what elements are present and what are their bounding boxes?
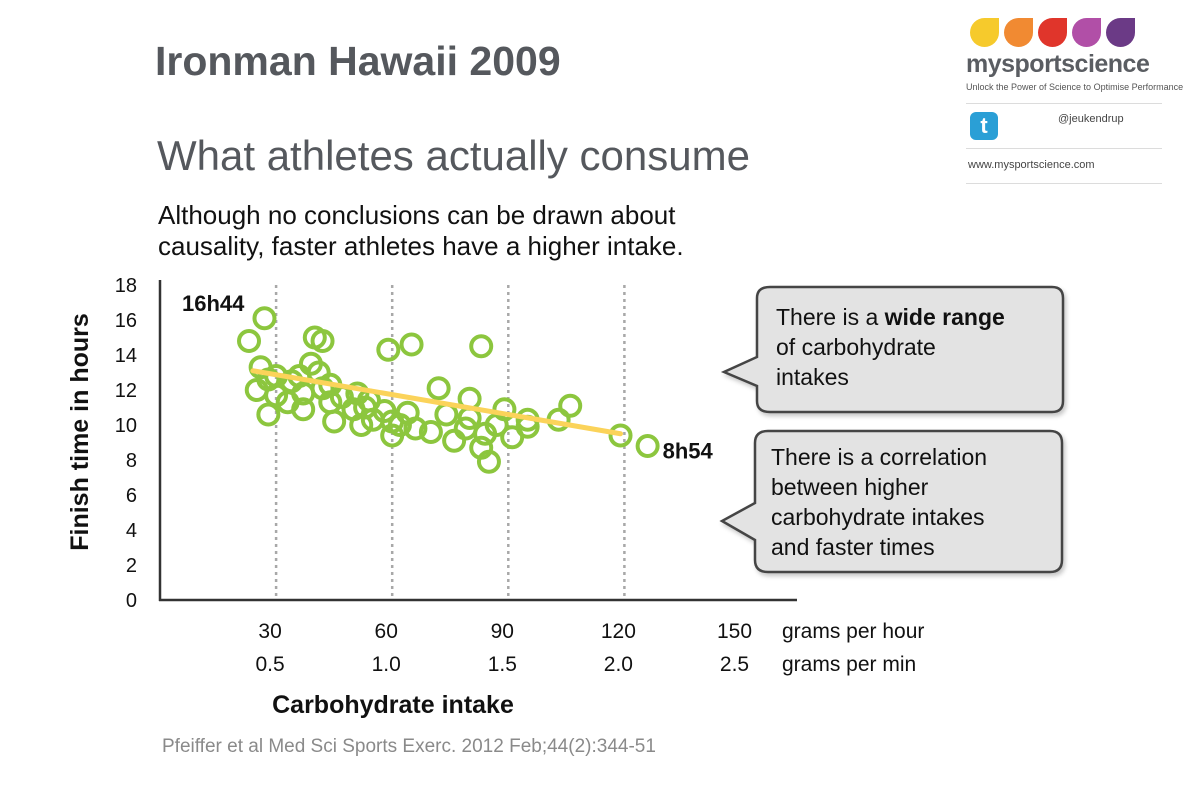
y-tick-label: 16 — [115, 310, 137, 332]
data-point — [237, 329, 262, 353]
callout-range-prefix: There is a — [776, 304, 885, 330]
data-point — [635, 434, 660, 458]
callout-correlation-bubble — [719, 429, 1064, 574]
intro-line-2: causality, faster athletes have a higher… — [158, 231, 684, 261]
page-subtitle: What athletes actually consume — [157, 132, 750, 179]
trendline — [250, 368, 624, 437]
x-tick-label-secondary: 0.5 — [255, 653, 284, 676]
data-point — [256, 402, 281, 427]
page-title: Ironman Hawaii 2009 — [155, 38, 561, 84]
logo-drop-orange — [1004, 18, 1033, 47]
brand-divider — [966, 103, 1162, 104]
data-point — [426, 376, 451, 401]
data-point — [310, 329, 335, 353]
logo-drop-violet — [1106, 18, 1135, 47]
twitter-handle[interactable]: @jeukendrup — [1058, 113, 1124, 125]
twitter-icon[interactable]: t — [970, 112, 998, 140]
y-tick-label: 2 — [126, 555, 137, 577]
data-point — [399, 332, 424, 357]
brand-tagline: Unlock the Power of Science to Optimise … — [966, 82, 1184, 92]
data-point — [492, 397, 517, 422]
source-citation: Pfeiffer et al Med Sci Sports Exerc. 201… — [162, 736, 656, 757]
data-point — [291, 397, 316, 422]
y-tick-label: 8 — [126, 450, 137, 472]
x-unit-label: grams per hour — [782, 620, 924, 643]
logo-drop-yellow — [970, 18, 999, 47]
callout-corr-line-1: There is a correlation — [771, 444, 988, 470]
y-tick-label: 10 — [115, 415, 137, 437]
data-point — [418, 420, 443, 444]
y-tick-label: 6 — [126, 485, 137, 507]
x-tick-label-secondary: 1.0 — [372, 653, 401, 676]
y-tick-label: 18 — [115, 275, 137, 297]
y-axis-title: Finish time in hours — [66, 313, 94, 551]
data-point — [476, 449, 501, 474]
brand-block: mysportscience Unlock the Power of Scien… — [966, 18, 1184, 184]
data-point — [376, 337, 401, 362]
point-annotation: 16h44 — [182, 291, 245, 316]
trendline-layer — [250, 368, 624, 437]
x-tick-label: 120 — [601, 620, 636, 643]
callout-range-bubble — [720, 285, 1065, 414]
y-tick-label: 14 — [115, 345, 137, 367]
brand-logo — [970, 18, 1162, 47]
callout-wide-range: There is a wide range of carbohydrate in… — [756, 287, 1063, 413]
callout-corr-line-2: between higher — [771, 474, 929, 500]
brand-divider — [966, 183, 1162, 184]
callout-range-bold: wide range — [884, 304, 1005, 330]
logo-drop-purple — [1072, 18, 1101, 47]
x-tick-label: 150 — [717, 620, 752, 643]
y-tick-label: 0 — [126, 590, 137, 612]
point-annotation: 8h54 — [663, 438, 714, 463]
callout-range-line-3: intakes — [776, 364, 849, 390]
callout-corr-line-3: carbohydrate intakes — [771, 504, 985, 530]
data-points — [237, 306, 660, 474]
y-tick-label: 12 — [115, 380, 137, 402]
data-point — [469, 334, 494, 359]
x-unit-label-secondary: grams per min — [782, 653, 916, 676]
data-point — [252, 306, 277, 331]
x-axis-title: Carbohydrate intake — [272, 691, 514, 719]
callout-range-line-2: of carbohydrate — [776, 334, 936, 360]
y-tick-label: 4 — [126, 520, 137, 542]
data-point — [322, 409, 347, 434]
data-point — [558, 393, 583, 418]
axis-labels: 0 2 4 6 8 10 12 14 16 18 30 0.5 60 1.0 90 1.5 120 2.0 150 2… — [66, 275, 924, 719]
social-row: t @jeukendrup — [966, 104, 1162, 148]
brand-name: mysportscience — [966, 50, 1150, 78]
x-tick-label-secondary: 2.0 — [604, 653, 633, 676]
logo-drop-red — [1038, 18, 1067, 47]
data-point — [442, 428, 467, 453]
x-tick-label: 30 — [258, 620, 281, 643]
callout-correlation: There is a correlation between higher ca… — [754, 431, 1063, 573]
x-tick-label-secondary: 2.5 — [720, 653, 749, 676]
intro-text: Although no conclusions can be drawn abo… — [158, 200, 758, 262]
brand-divider — [966, 148, 1162, 149]
x-tick-label: 60 — [375, 620, 398, 643]
website-link[interactable]: www.mysportscience.com — [968, 159, 1095, 171]
callout-corr-line-4: and faster times — [771, 534, 935, 560]
data-point — [608, 423, 633, 448]
axes — [158, 280, 797, 602]
x-tick-label-secondary: 1.5 — [488, 653, 517, 676]
intro-line-1: Although no conclusions can be drawn abo… — [158, 200, 676, 230]
data-point — [403, 416, 428, 441]
x-tick-label: 90 — [491, 620, 514, 643]
